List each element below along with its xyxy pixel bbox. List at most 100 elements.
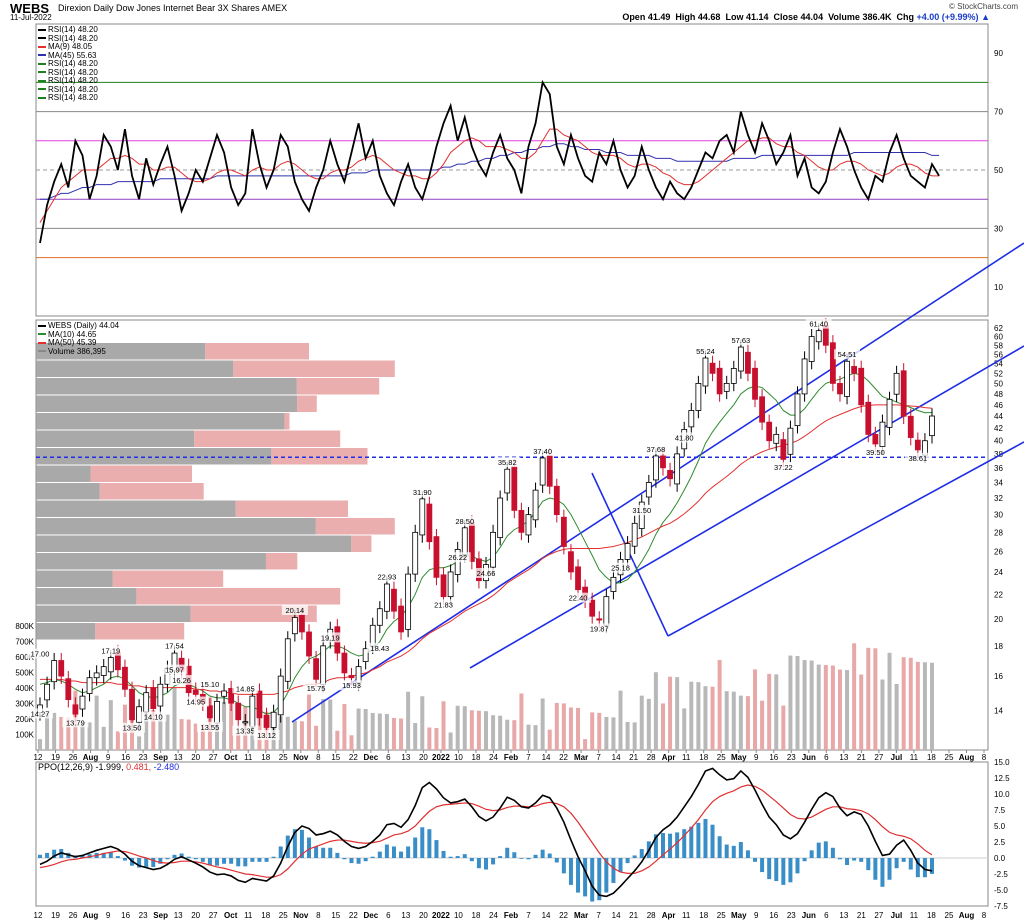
ppo-histogram-bar xyxy=(80,855,85,858)
x-axis-label: 22 xyxy=(559,753,568,762)
volume-axis-tick-label: 200K xyxy=(15,715,34,724)
security-full-name: Direxion Daily Dow Jones Internet Bear 3… xyxy=(58,3,260,13)
x-axis-label: 18 xyxy=(927,753,936,762)
price-axis-tick-label: 58 xyxy=(994,341,1003,350)
ppo-histogram-bar xyxy=(547,853,552,858)
price-candle xyxy=(674,453,681,485)
price-candle xyxy=(851,366,858,374)
volume-by-price-bar-up xyxy=(36,483,100,500)
x-axis-label-bottom: 9 xyxy=(754,911,759,920)
x-axis-label: 18 xyxy=(699,753,708,762)
ppo-histogram-bar xyxy=(830,847,835,858)
x-axis-label-bottom: Aug xyxy=(83,911,99,920)
ppo-legend-value: -1.999, xyxy=(95,762,124,772)
volume-bar xyxy=(526,724,531,750)
volume-by-price-bar-up xyxy=(36,570,113,587)
price-candle xyxy=(568,551,574,573)
ppo-histogram-bar xyxy=(264,858,269,862)
price-annotation: 28.50 xyxy=(455,517,474,526)
volume-bar xyxy=(441,701,446,750)
volume-by-price-bar-up xyxy=(36,395,298,412)
x-axis-label: 27 xyxy=(874,753,883,762)
legend-text: RSI(14) 48.20 xyxy=(48,84,98,94)
x-axis-label-bottom: 2022 xyxy=(432,911,450,920)
price-axis-tick-label: 38 xyxy=(994,450,1003,459)
volume-bar xyxy=(200,724,205,750)
annotation-bg xyxy=(727,334,754,345)
ppo-axis-tick-label: 12.5 xyxy=(994,774,1010,783)
price-annotation: 26.22 xyxy=(448,553,467,562)
ppo-histogram-bar xyxy=(852,858,857,861)
ppo-histogram-bar xyxy=(229,858,234,864)
volume-axis-tick-label: 400K xyxy=(15,684,34,693)
volume-by-price-bar-up xyxy=(36,518,316,535)
volume-bar xyxy=(668,676,673,750)
x-axis-label: 14 xyxy=(542,753,551,762)
ppo-histogram-bar xyxy=(625,858,630,864)
price-candle xyxy=(228,688,235,704)
ppo-line xyxy=(39,767,933,898)
volume-value: 386.4K xyxy=(862,12,892,22)
ppo-histogram-bar xyxy=(207,858,212,866)
chart-header: WEBS Direxion Daily Dow Jones Internet B… xyxy=(0,0,1024,22)
x-axis-label: 28 xyxy=(647,753,656,762)
x-axis-label-bottom: 8 xyxy=(316,911,321,920)
change-value: +4.00 (+9.99%) xyxy=(916,12,979,22)
channel-line-middle xyxy=(469,345,1024,669)
ppo-histogram-bar xyxy=(767,858,772,880)
ppo-histogram-bar xyxy=(689,826,694,858)
x-axis-label-bottom: 27 xyxy=(209,911,218,920)
volume-by-price-bar-up xyxy=(36,500,236,517)
price-candle xyxy=(815,330,822,343)
volume-bar xyxy=(80,721,85,750)
x-axis-label-bottom: 18 xyxy=(472,911,481,920)
volume-by-price-bar-down xyxy=(235,500,348,517)
volume-by-price-bar-up xyxy=(36,413,285,430)
volume-bar xyxy=(427,727,432,750)
ppo-histogram-bar xyxy=(682,829,687,858)
ppo-histogram-bar xyxy=(413,837,418,858)
ppo-histogram-bar xyxy=(512,852,517,858)
ppo-histogram-bar xyxy=(724,844,729,858)
ppo-histogram-bar xyxy=(611,858,616,883)
annotation-bg xyxy=(119,722,146,733)
volume-bar xyxy=(186,719,191,750)
volume-by-price-bar-up xyxy=(36,343,206,360)
x-axis-label: 6 xyxy=(386,753,391,762)
price-candle xyxy=(709,362,716,374)
x-axis-label: May xyxy=(731,753,747,762)
volume-bar xyxy=(745,696,750,750)
price-candle xyxy=(341,652,348,674)
price-axis-tick-label: 52 xyxy=(994,369,1003,378)
price-annotation: 17.00 xyxy=(31,650,50,659)
ppo-histogram-bar xyxy=(604,858,609,893)
ppo-signal-line xyxy=(39,784,933,878)
price-annotation: 16.26 xyxy=(172,676,191,685)
ppo-histogram-bar xyxy=(342,858,347,860)
rsi-axis-tick-label: 50 xyxy=(994,166,1003,175)
price-candle xyxy=(801,358,808,395)
volume-bar xyxy=(307,694,312,750)
volume-by-price-bar-up xyxy=(36,588,137,605)
price-candle xyxy=(546,455,553,487)
ppo-histogram-bar xyxy=(660,833,665,858)
volume-bar xyxy=(930,662,934,750)
legend-text: RSI(14) 48.20 xyxy=(48,76,98,85)
volume-by-price-bar-up xyxy=(36,623,96,640)
price-candle xyxy=(511,466,518,511)
price-candle xyxy=(383,583,390,612)
volume-bar xyxy=(314,725,319,750)
price-candle xyxy=(794,393,801,427)
annotation-bg xyxy=(366,642,393,653)
price-candle xyxy=(192,689,199,695)
ppo-axis-tick-label: -7.5 xyxy=(994,902,1008,911)
ppo-histogram-bar xyxy=(328,847,333,858)
price-candle xyxy=(560,516,567,547)
volume-bar xyxy=(498,715,503,750)
price-candle xyxy=(150,687,157,709)
ppo-histogram-bar xyxy=(802,858,807,862)
volume-axis-tick-label: 800K xyxy=(15,622,34,631)
ppo-histogram-bar xyxy=(576,858,581,893)
volume-bar xyxy=(717,659,722,750)
price-candle xyxy=(539,457,546,486)
